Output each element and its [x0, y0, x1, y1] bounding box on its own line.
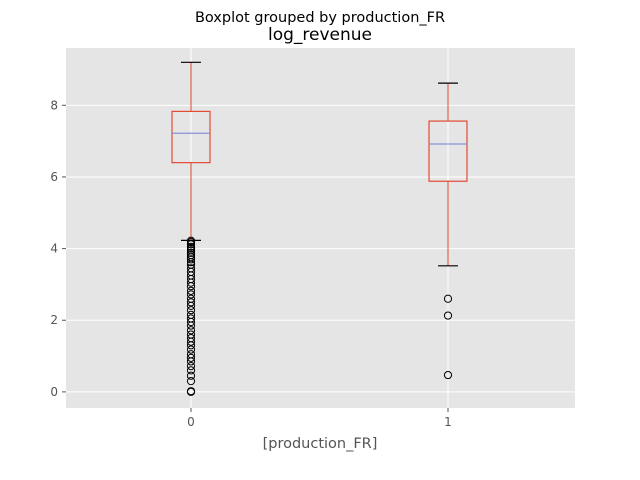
chart-title: log_revenue: [268, 25, 372, 45]
flier-0-23: [186, 306, 196, 315]
flier-0-42: [186, 387, 196, 396]
chart-suptitle: Boxplot grouped by production_FR: [195, 10, 445, 26]
flier-0-10: [186, 258, 196, 267]
x-tick-label-0: 0: [187, 415, 195, 429]
flier-1-0: [443, 294, 453, 303]
flier-0-28: [186, 326, 196, 335]
y-tick-label-6: 6: [50, 170, 58, 184]
flier-0-1: [186, 238, 196, 247]
flier-0-26: [186, 317, 196, 327]
y-tick-label-8: 8: [50, 98, 58, 112]
flier-1-1: [443, 311, 453, 320]
flier-0-16: [186, 278, 196, 287]
flier-1-2: [443, 370, 453, 380]
y-tick-label-4: 4: [50, 242, 58, 256]
boxes: [171, 61, 468, 396]
flier-0-27: [186, 321, 196, 330]
flier-0-35: [186, 353, 196, 362]
flier-0-22: [186, 301, 196, 311]
plot-area: [66, 48, 575, 408]
y-axis: 0 2 4 6 8: [50, 98, 66, 399]
flier-0-2: [186, 240, 196, 249]
flier-0-19: [186, 290, 196, 299]
box-1: [428, 120, 468, 182]
box-group-0: [171, 61, 211, 396]
flier-0-39: [186, 371, 196, 380]
box-0: [171, 110, 211, 164]
flier-0-6: [186, 248, 196, 257]
flier-0-17: [186, 282, 196, 291]
y-tick-label-0: 0: [50, 385, 58, 399]
flier-0-37: [186, 361, 196, 371]
flier-0-38: [186, 366, 196, 375]
flier-0-9: [186, 255, 196, 264]
flier-0-32: [186, 341, 196, 350]
x-axis-label: [production_FR]: [263, 436, 378, 452]
flier-0-36: [186, 357, 196, 366]
y-tick-label-2: 2: [50, 313, 58, 327]
flier-0-33: [186, 345, 196, 354]
flier-0-21: [186, 298, 196, 307]
flier-0-18: [186, 286, 196, 295]
flier-0-40: [186, 377, 196, 386]
flier-0-31: [186, 337, 196, 346]
box-group-1: [428, 82, 468, 380]
x-tick-label-1: 1: [444, 415, 452, 429]
